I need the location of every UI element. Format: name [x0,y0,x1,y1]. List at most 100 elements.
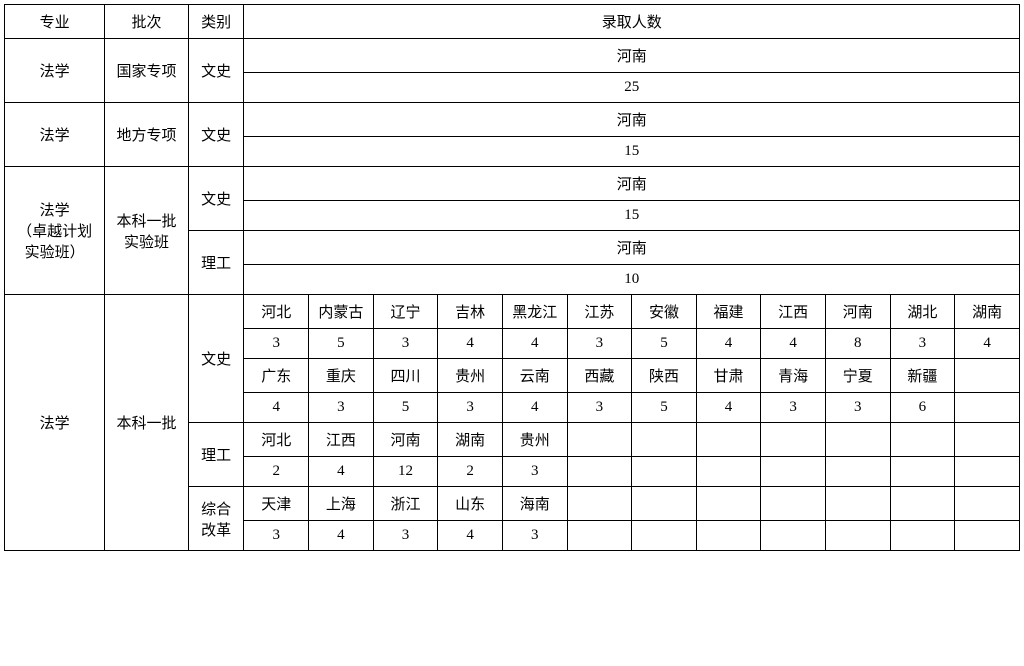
cell-batch: 地方专项 [105,103,189,167]
header-major: 专业 [5,5,105,39]
cell-province [825,487,890,521]
cell-province: 河南 [244,231,1020,265]
cell-province: 湖南 [438,423,503,457]
cell-value [696,521,761,551]
cell-value [955,393,1020,423]
cell-value [890,457,955,487]
cell-value: 5 [309,329,374,359]
cell-province [696,423,761,457]
cell-value: 3 [567,393,632,423]
cell-province: 浙江 [373,487,438,521]
cell-province [567,423,632,457]
cell-value: 3 [373,329,438,359]
cell-value [632,457,697,487]
cell-province: 河南 [373,423,438,457]
cell-value: 10 [244,265,1020,295]
cell-value: 3 [502,457,567,487]
cell-value: 4 [502,393,567,423]
cell-value [567,457,632,487]
cell-value [955,521,1020,551]
cell-value: 5 [632,393,697,423]
cell-batch: 本科一批 [105,295,189,551]
cell-value: 5 [373,393,438,423]
cell-value: 4 [309,457,374,487]
cell-value: 3 [825,393,890,423]
table-row: 法学 本科一批 文史 河北 内蒙古 辽宁 吉林 黑龙江 江苏 安徽 福建 江西 … [5,295,1020,329]
cell-value: 4 [696,393,761,423]
cell-province [696,487,761,521]
cell-province: 江西 [309,423,374,457]
cell-category: 文史 [188,167,244,231]
cell-value: 3 [567,329,632,359]
cell-value [632,521,697,551]
cell-province: 黑龙江 [502,295,567,329]
cell-province: 青海 [761,359,826,393]
cell-value [761,457,826,487]
cell-value [696,457,761,487]
cell-province [761,423,826,457]
cell-province: 广东 [244,359,309,393]
admission-table: 专业 批次 类别 录取人数 法学 国家专项 文史 河南 25 法学 地方专项 文… [4,4,1020,551]
cell-province: 云南 [502,359,567,393]
cell-province: 河北 [244,295,309,329]
cell-province: 河南 [825,295,890,329]
cell-major: 法学 [5,39,105,103]
cell-value: 4 [955,329,1020,359]
cell-province: 重庆 [309,359,374,393]
table-header-row: 专业 批次 类别 录取人数 [5,5,1020,39]
cell-value: 3 [761,393,826,423]
cell-province: 内蒙古 [309,295,374,329]
cell-batch: 本科一批 实验班 [105,167,189,295]
cell-value: 25 [244,73,1020,103]
header-batch: 批次 [105,5,189,39]
table-row: 法学 地方专项 文史 河南 [5,103,1020,137]
cell-province: 湖南 [955,295,1020,329]
cell-province: 江苏 [567,295,632,329]
cell-value: 4 [244,393,309,423]
cell-province [632,487,697,521]
cell-province [632,423,697,457]
cell-category: 文史 [188,103,244,167]
cell-value: 15 [244,137,1020,167]
cell-province: 河南 [244,39,1020,73]
cell-value: 4 [696,329,761,359]
cell-value: 4 [309,521,374,551]
cell-value: 4 [438,329,503,359]
cell-province: 安徽 [632,295,697,329]
cell-province: 四川 [373,359,438,393]
cell-category: 综合 改革 [188,487,244,551]
cell-province: 陕西 [632,359,697,393]
cell-province [955,487,1020,521]
cell-major: 法学 [5,103,105,167]
cell-province: 河北 [244,423,309,457]
cell-province: 辽宁 [373,295,438,329]
cell-province: 贵州 [438,359,503,393]
cell-province [955,423,1020,457]
cell-category: 文史 [188,39,244,103]
cell-value [825,457,890,487]
cell-province: 江西 [761,295,826,329]
cell-value: 15 [244,201,1020,231]
cell-value: 6 [890,393,955,423]
cell-province [761,487,826,521]
cell-province: 山东 [438,487,503,521]
cell-province: 福建 [696,295,761,329]
cell-value [567,521,632,551]
cell-province: 宁夏 [825,359,890,393]
cell-province [890,487,955,521]
cell-province [567,487,632,521]
cell-value: 5 [632,329,697,359]
cell-value: 4 [438,521,503,551]
cell-province: 上海 [309,487,374,521]
cell-value: 3 [438,393,503,423]
cell-value [955,457,1020,487]
cell-value [761,521,826,551]
cell-value: 8 [825,329,890,359]
cell-province: 海南 [502,487,567,521]
cell-value: 4 [502,329,567,359]
cell-value: 12 [373,457,438,487]
header-count: 录取人数 [244,5,1020,39]
cell-province: 新疆 [890,359,955,393]
cell-province [955,359,1020,393]
cell-value: 2 [438,457,503,487]
